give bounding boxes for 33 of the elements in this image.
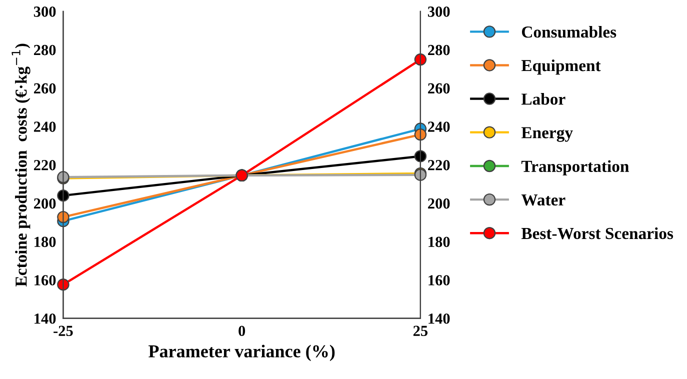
point: [414, 150, 427, 162]
y-tick-label: 240: [34, 122, 56, 132]
y-axis-title: Ectoine production costs (€·kg$^{−1}$): [12, 44, 30, 286]
y2-tick-label: 180: [428, 236, 450, 248]
x-axis-title: Parameter variance (%): [148, 344, 335, 362]
y2-tick-label: 220: [428, 160, 450, 170]
legend-label: Consumables: [522, 26, 616, 38]
point: [414, 53, 427, 66]
y2-tick-label: 200: [428, 198, 450, 209]
legend-label: Best-Worst Scenarios: [521, 227, 674, 240]
y-tick-label: 200: [34, 198, 56, 209]
x-tick-label: 25: [413, 326, 428, 336]
y2-tick-label: 140: [428, 314, 450, 324]
legend-label: Transportation: [521, 160, 629, 176]
y-tick-label: 260: [34, 83, 56, 94]
x-tick-label: -25: [54, 326, 73, 336]
point: [414, 128, 427, 141]
y-tick-label: 220: [34, 160, 56, 170]
y-tick-label: 140: [34, 314, 56, 324]
y2-tick-label: 280: [428, 44, 450, 56]
y2-tick-label: 240: [428, 122, 450, 132]
y-tick-label: 280: [34, 44, 56, 56]
legend-label: Labor: [521, 93, 566, 105]
legend-label: Energy: [521, 127, 573, 142]
y2-tick-label: 260: [428, 83, 450, 94]
x-tick-label: 0: [238, 326, 246, 336]
legend-label: Equipment: [521, 59, 601, 75]
y-tick-label: 300: [34, 6, 56, 17]
y-tick-label: 160: [34, 275, 56, 286]
y2-tick-label: 300: [428, 6, 450, 17]
y-tick-label: 180: [34, 236, 56, 248]
legend-label: Water: [521, 194, 566, 206]
y2-tick-label: 160: [428, 275, 450, 286]
